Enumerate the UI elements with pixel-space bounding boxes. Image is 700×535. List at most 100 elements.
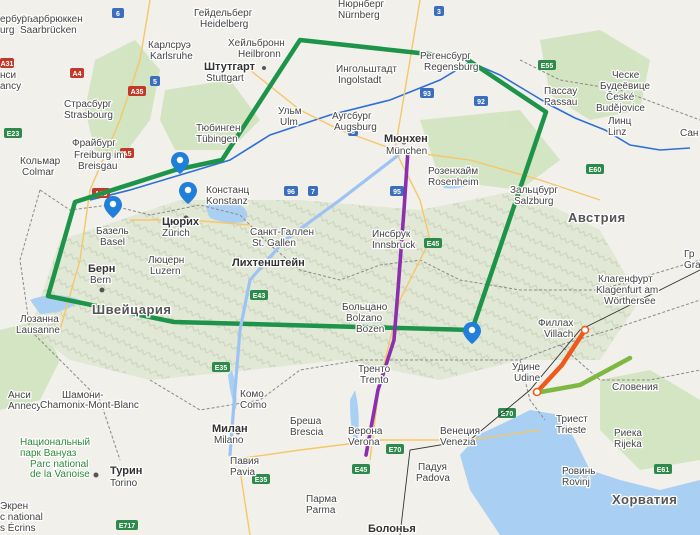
country-label-switzerland: Швейцария (92, 302, 172, 317)
city-dots (93, 66, 407, 478)
edge-label: ербург (0, 13, 31, 25)
city-label: Гейдельберг (194, 7, 253, 19)
city-label: Тренто (358, 364, 391, 375)
city-label: Пассау (544, 86, 577, 97)
edge-label: c national (0, 512, 43, 523)
city-label: Wörthersee (604, 296, 656, 307)
route-zone-outline[interactable] (45, 37, 549, 333)
location-pin-icon[interactable] (171, 152, 189, 174)
city-label: Nürnberg (338, 10, 380, 21)
city-label: Salzburg (514, 196, 553, 207)
city-label: Карлсруэ (148, 40, 191, 51)
svg-text:E60: E60 (589, 167, 602, 174)
city-label: Innsbruck (372, 240, 416, 251)
city-label: Аугсбург (332, 110, 372, 122)
city-label: Rosenheim (428, 177, 479, 188)
city-label: Strasbourg (64, 110, 113, 121)
city-label: Венеция (440, 426, 480, 437)
svg-text:E70: E70 (501, 411, 514, 418)
city-label: Верона (348, 426, 383, 437)
city-label: Freiburg im (74, 150, 125, 161)
city-label: Heidelberg (200, 19, 248, 30)
route-udine-slovenia[interactable] (532, 355, 633, 396)
city-label: Хейльбронн (228, 37, 285, 49)
city-label: Мюнхен (384, 133, 428, 145)
svg-text:Parc national: Parc national (30, 459, 88, 470)
city-label: Bozen (356, 324, 384, 335)
svg-text:парк Вануаз: парк Вануаз (20, 448, 77, 459)
city-label: Padova (416, 473, 450, 484)
svg-text:96: 96 (287, 189, 295, 196)
park-label: Национальный парк Вануаз Parc national d… (19, 436, 92, 482)
location-pin-icon[interactable] (179, 182, 197, 204)
city-label: Basel (100, 237, 125, 248)
city-label: Ульм (278, 106, 302, 117)
city-label: Санкт-Галлен (250, 227, 314, 238)
city-label: Bern (90, 275, 111, 286)
city-label: Gra (684, 260, 700, 271)
alpine-relief (30, 190, 640, 380)
city-label: Venezia (440, 437, 476, 448)
svg-text:E45: E45 (427, 241, 440, 248)
city-label: Фрайбург (72, 137, 116, 149)
svg-text:6: 6 (116, 11, 120, 18)
city-label: Zürich (162, 228, 190, 239)
city-label: Нюрнберг (338, 0, 385, 10)
city-label: Парма (306, 494, 337, 505)
city-label: Болонья (368, 523, 416, 535)
city-label: Базель (96, 226, 129, 237)
city-label: Удине (512, 362, 541, 373)
city-label: Регенсбург (420, 50, 471, 62)
city-label: Pavia (230, 467, 255, 478)
city-label: Цюрих (162, 216, 200, 228)
city-label: Ровинь (562, 466, 595, 477)
city-label: Passau (544, 97, 577, 108)
city-label: Luzern (150, 266, 181, 277)
svg-text:A35: A35 (131, 89, 144, 96)
svg-text:5: 5 (153, 79, 157, 86)
svg-text:E61: E61 (657, 467, 670, 474)
svg-text:8: 8 (351, 129, 355, 136)
svg-text:3: 3 (437, 9, 441, 16)
city-label: Страсбург (64, 98, 112, 110)
route-munich-verona[interactable] (364, 148, 410, 457)
edge-label: urg (0, 25, 14, 36)
city-label: Saarbrücken (20, 25, 77, 36)
route-endpoint-villach (580, 325, 590, 335)
edge-label: Экрен (0, 501, 28, 512)
city-label: Ulm (280, 117, 298, 128)
city-label: Ингольштадт (336, 64, 397, 75)
route-villach-udine[interactable] (534, 327, 588, 395)
city-label: Lausanne (16, 325, 60, 336)
city-label: Анси (8, 390, 31, 401)
city-label: Colmar (22, 167, 55, 178)
svg-text:E23: E23 (7, 131, 20, 138)
location-pin-icon[interactable] (104, 196, 122, 218)
city-label: Инсбрук (372, 228, 411, 240)
country-label-slovenia: Словения (612, 382, 658, 393)
city-label: Annecy (8, 401, 41, 412)
city-label: Augsburg (334, 122, 377, 133)
country-label-austria: Австрия (568, 210, 626, 225)
adriatic-sea (460, 410, 700, 535)
edge-label: s Écrins (0, 521, 36, 534)
city-label: Филлах (538, 318, 573, 329)
city-label: Шамони- (62, 390, 104, 401)
svg-text:A31: A31 (1, 61, 14, 68)
city-label: Breisgau (78, 161, 117, 172)
city-label: Бреша (290, 416, 322, 427)
city-label: München (386, 146, 427, 157)
city-label: Кольмар (20, 156, 61, 167)
city-label: Риека (614, 428, 642, 439)
edge-label: ancy (0, 81, 21, 92)
edge-label: нси (0, 70, 16, 81)
city-label: Саарбрюккен (20, 13, 83, 25)
location-pin-icon[interactable] (463, 322, 481, 344)
svg-text:E35: E35 (255, 477, 268, 484)
city-label: Больцано (342, 302, 388, 313)
city-label: Milano (214, 435, 244, 446)
route-munich-milan[interactable] (228, 148, 407, 457)
city-label: Розенхайм (428, 166, 478, 177)
